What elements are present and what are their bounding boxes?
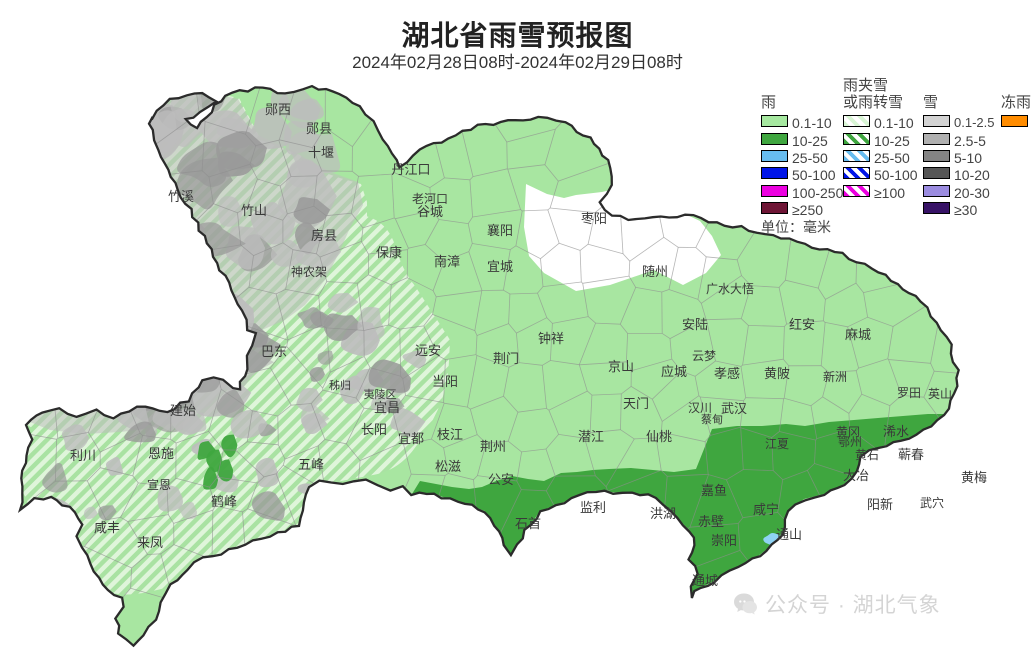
svg-text:远安: 远安 (415, 343, 441, 358)
svg-text:京山: 京山 (608, 359, 634, 374)
svg-text:赤壁: 赤壁 (698, 514, 724, 529)
svg-text:红安: 红安 (789, 317, 815, 332)
svg-text:谷城: 谷城 (417, 204, 443, 219)
svg-text:石首: 石首 (515, 516, 541, 531)
svg-text:英山: 英山 (928, 387, 952, 401)
svg-text:公安: 公安 (488, 472, 514, 487)
svg-text:蕲春: 蕲春 (898, 447, 924, 462)
svg-text:黄石: 黄石 (855, 448, 879, 462)
svg-text:郧县: 郧县 (306, 121, 332, 136)
svg-text:云梦: 云梦 (692, 349, 716, 363)
svg-text:武穴: 武穴 (920, 495, 944, 510)
svg-text:枝江: 枝江 (437, 427, 463, 442)
svg-text:利川: 利川 (70, 448, 96, 463)
svg-text:郧西: 郧西 (265, 102, 291, 117)
svg-text:通山: 通山 (776, 527, 802, 542)
svg-text:宜都: 宜都 (398, 431, 424, 446)
svg-text:蔡甸: 蔡甸 (701, 413, 723, 426)
svg-text:随州: 随州 (642, 264, 668, 279)
svg-text:恩施: 恩施 (148, 446, 174, 461)
svg-text:秭归: 秭归 (329, 378, 351, 392)
svg-text:安陆: 安陆 (682, 317, 708, 332)
svg-text:天门: 天门 (623, 396, 649, 411)
svg-text:丹江口: 丹江口 (391, 162, 430, 177)
svg-text:松滋: 松滋 (435, 459, 461, 474)
svg-text:大冶: 大冶 (843, 468, 869, 483)
svg-text:监利: 监利 (580, 500, 606, 515)
svg-text:十堰: 十堰 (308, 145, 334, 160)
svg-text:鄂州: 鄂州 (838, 435, 862, 449)
svg-text:应城: 应城 (661, 364, 687, 379)
svg-text:浠水: 浠水 (883, 424, 909, 439)
svg-text:五峰: 五峰 (298, 457, 324, 472)
svg-text:枣阳: 枣阳 (581, 211, 607, 226)
svg-text:房县: 房县 (311, 228, 337, 243)
svg-text:嘉鱼: 嘉鱼 (701, 483, 727, 498)
svg-text:阳新: 阳新 (867, 497, 893, 512)
svg-text:罗田: 罗田 (897, 386, 921, 400)
svg-text:仙桃: 仙桃 (646, 429, 672, 444)
svg-text:新洲: 新洲 (823, 369, 847, 384)
svg-text:咸丰: 咸丰 (94, 520, 120, 535)
svg-text:咸宁: 咸宁 (753, 502, 779, 517)
svg-text:荆门: 荆门 (493, 351, 519, 366)
svg-text:鹤峰: 鹤峰 (211, 494, 237, 509)
svg-text:竹溪: 竹溪 (168, 189, 194, 204)
svg-text:宜昌: 宜昌 (374, 400, 400, 415)
svg-text:襄阳: 襄阳 (487, 223, 513, 238)
svg-text:广水大悟: 广水大悟 (706, 281, 754, 296)
svg-text:南漳: 南漳 (434, 254, 460, 269)
svg-text:通城: 通城 (692, 573, 718, 588)
svg-text:宣恩: 宣恩 (147, 477, 171, 492)
svg-text:麻城: 麻城 (845, 327, 871, 342)
svg-text:黄陂: 黄陂 (764, 366, 790, 381)
svg-text:潜江: 潜江 (578, 429, 604, 444)
svg-text:竹山: 竹山 (241, 203, 267, 218)
svg-text:长阳: 长阳 (361, 422, 387, 437)
svg-text:巴东: 巴东 (261, 344, 287, 359)
svg-text:洪湖: 洪湖 (650, 506, 676, 521)
svg-text:宜城: 宜城 (487, 259, 513, 274)
svg-text:建始: 建始 (170, 403, 196, 418)
svg-text:神农架: 神农架 (291, 265, 327, 279)
svg-text:崇阳: 崇阳 (711, 533, 737, 548)
svg-text:汉川: 汉川 (688, 401, 712, 415)
svg-text:当阳: 当阳 (432, 374, 458, 389)
svg-text:钟祥: 钟祥 (538, 331, 564, 346)
svg-text:孝感: 孝感 (714, 366, 740, 381)
svg-text:江夏: 江夏 (765, 437, 789, 451)
svg-text:黄梅: 黄梅 (961, 470, 987, 485)
svg-text:武汉: 武汉 (721, 401, 747, 416)
svg-text:来凤: 来凤 (137, 535, 163, 550)
svg-text:荆州: 荆州 (480, 439, 506, 454)
svg-text:保康: 保康 (376, 245, 402, 260)
